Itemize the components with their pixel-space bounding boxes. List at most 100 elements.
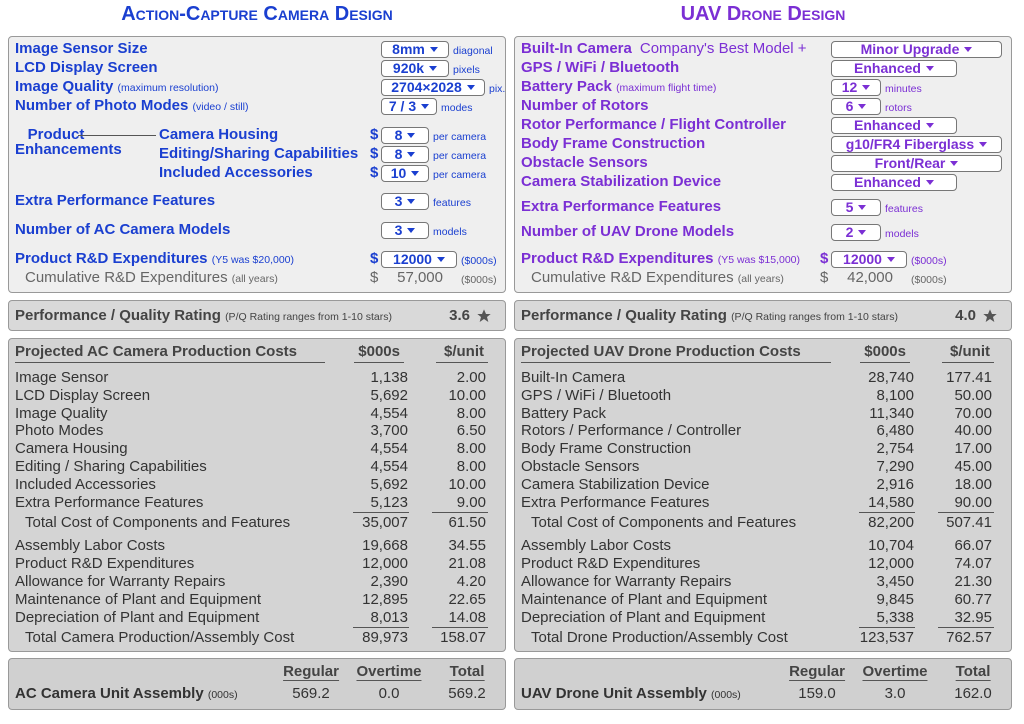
- settings-panel: [8, 36, 506, 293]
- setting-label: Product R&D Expenditures (Y5 was $15,000…: [521, 250, 800, 269]
- total-label: Total Cost of Components and Features: [25, 514, 291, 532]
- unit: modes: [441, 102, 473, 114]
- sum-rule: [938, 512, 994, 514]
- costs-panel: [8, 338, 506, 652]
- dropdown[interactable]: 12000: [831, 251, 907, 268]
- enh-label: Editing/Sharing Capabilities: [159, 145, 359, 162]
- cost-label: Depreciation of Plant and Equipment: [521, 608, 766, 626]
- cost-label: Editing / Sharing Capabilities: [15, 458, 207, 475]
- cost-value: 40.00: [954, 422, 992, 440]
- dropdown[interactable]: 3: [381, 193, 429, 210]
- dropdown[interactable]: 12: [831, 79, 881, 96]
- dropdown[interactable]: 2: [831, 224, 881, 241]
- total-label: Total Cost of Components and Features: [531, 514, 797, 532]
- dropdown[interactable]: 3: [381, 222, 429, 239]
- cost-value: 4.20: [456, 573, 486, 590]
- label-text: Extra Performance Features: [15, 192, 216, 209]
- dropdown-value: g10/FR4 Fiberglass: [845, 136, 975, 152]
- dropdown-arrow: [925, 180, 934, 185]
- dropdown[interactable]: Front/Rear: [831, 155, 1002, 172]
- label-text: Number of Photo Modes: [15, 97, 189, 114]
- cost-value: 66.07: [954, 537, 992, 555]
- table-header: $000s: [864, 343, 906, 360]
- cost-value: 1,138: [370, 369, 408, 386]
- setting-label: Extra Performance Features: [15, 192, 215, 210]
- dropdown[interactable]: 7 / 3: [381, 98, 437, 115]
- dropdown[interactable]: 920k: [381, 60, 449, 77]
- cost-value: 2,390: [370, 573, 408, 590]
- label-text: Built-In Camera: [521, 40, 632, 57]
- cost-value: 74.07: [954, 555, 992, 573]
- cost-label: Allowance for Warranty Repairs: [521, 573, 732, 590]
- label-note: (P/Q Rating ranges from 1-10 stars): [225, 311, 392, 323]
- dropdown[interactable]: 6: [831, 98, 881, 115]
- dropdown[interactable]: Enhanced: [831, 174, 957, 191]
- cost-value: 10,704: [868, 537, 914, 555]
- dropdown-value: 3: [394, 193, 403, 209]
- setting-label: Cumulative R&D Expenditures (all years): [531, 269, 784, 288]
- sum-rule: [353, 627, 409, 629]
- setting-label: Built-In Camera Company's Best Model +: [521, 40, 807, 58]
- cost-label: Image Sensor: [15, 369, 109, 386]
- cost-value: 177.41: [946, 369, 992, 386]
- setting-label: Image Quality (maximum resolution): [15, 78, 219, 97]
- dropdown-arrow: [979, 142, 988, 147]
- dropdown-value: 12: [841, 79, 858, 95]
- label-remark: Company's Best Model +: [639, 40, 807, 57]
- dropdown[interactable]: 2704×2028: [381, 79, 485, 96]
- prefix: $: [370, 145, 379, 162]
- dropdown-value: 6: [845, 98, 854, 114]
- cost-label: Assembly Labor Costs: [521, 537, 672, 555]
- label-text: Battery Pack: [521, 78, 612, 95]
- cost-value: 17.00: [954, 440, 992, 458]
- dropdown[interactable]: 8mm: [381, 41, 449, 58]
- cost-value: 2,916: [876, 475, 914, 493]
- table-header: Projected AC Camera Production Costs: [15, 343, 298, 360]
- label-text: Body Frame Construction: [521, 135, 706, 152]
- sum-rule: [938, 627, 994, 629]
- cost-value: 70.00: [954, 404, 992, 422]
- dropdown[interactable]: g10/FR4 Fiberglass: [831, 136, 1002, 153]
- assembly-header: Overtime: [356, 663, 422, 681]
- total-value: 507.41: [946, 514, 992, 532]
- header-rule: [354, 362, 404, 363]
- star-icon: [477, 309, 491, 322]
- dropdown-value: Front/Rear: [874, 155, 946, 171]
- dropdown[interactable]: Enhanced: [831, 117, 957, 134]
- section-title: UAV Drone Design: [680, 3, 846, 25]
- dropdown[interactable]: 8: [381, 146, 429, 163]
- unit: ($000s): [911, 255, 947, 267]
- assembly-header: Total: [955, 663, 991, 681]
- dropdown[interactable]: Minor Upgrade: [831, 41, 1002, 58]
- label-text: AC Camera Unit Assembly: [15, 685, 204, 702]
- dropdown-value: Enhanced: [854, 174, 921, 190]
- dropdown[interactable]: 12000: [381, 251, 457, 268]
- dropdown-arrow: [886, 257, 895, 262]
- dropdown[interactable]: 5: [831, 199, 881, 216]
- setting-label: Number of Photo Modes (video / still): [15, 97, 249, 116]
- table-header: Projected UAV Drone Production Costs: [521, 343, 801, 360]
- label-text: Performance / Quality Rating: [15, 307, 221, 324]
- cost-value: 5,692: [370, 475, 408, 493]
- table-header: $/unit: [444, 343, 484, 360]
- cost-value: 32.95: [954, 608, 992, 626]
- setting-label: Number of Rotors: [521, 97, 649, 115]
- dropdown[interactable]: 8: [381, 127, 429, 144]
- group-label: Product Enhancements: [15, 126, 122, 158]
- sum-rule: [859, 627, 915, 629]
- cost-label: Obstacle Sensors: [521, 458, 640, 475]
- dropdown[interactable]: 10: [381, 165, 429, 182]
- cost-label: Included Accessories: [15, 475, 156, 493]
- cost-value: 9.00: [456, 493, 486, 511]
- dropdown-arrow: [411, 171, 420, 176]
- label-text: LCD Display Screen: [15, 59, 158, 76]
- dropdown[interactable]: Enhanced: [831, 60, 957, 77]
- setting-label: Battery Pack (maximum flight time): [521, 78, 716, 97]
- rating-label: Performance / Quality Rating (P/Q Rating…: [15, 307, 392, 324]
- label-text: Obstacle Sensors: [521, 154, 648, 171]
- label-note: (Y5 was $20,000): [211, 254, 295, 266]
- dropdown-value: 7 / 3: [388, 98, 417, 114]
- cost-value: 60.77: [954, 590, 992, 608]
